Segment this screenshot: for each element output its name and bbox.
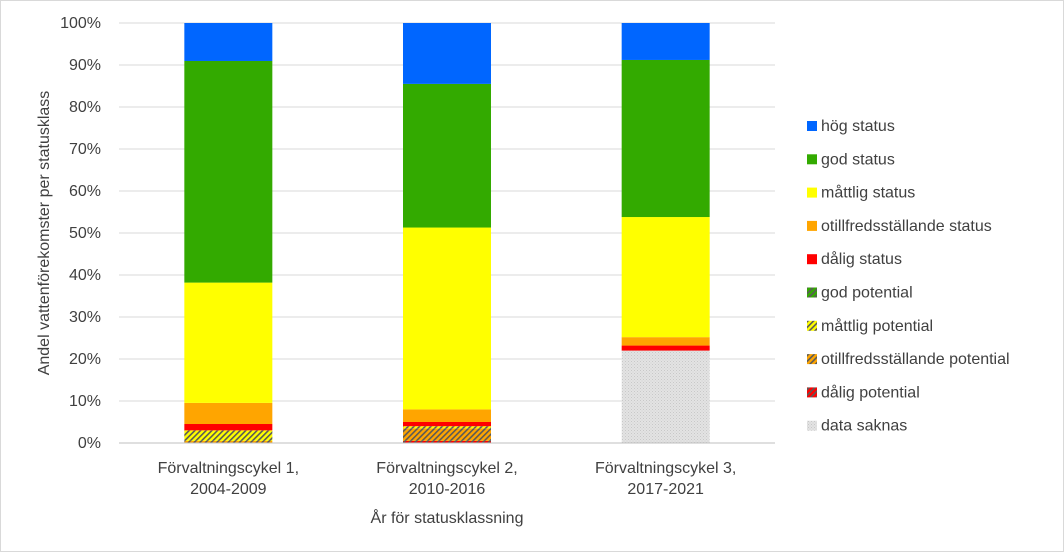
legend-swatch [807, 254, 817, 265]
legend-swatch [807, 287, 817, 298]
bar-segment-dålig-status [621, 345, 710, 351]
legend-swatch [807, 387, 817, 398]
bar-segment-dålig-potential [403, 440, 491, 443]
x-category-label: 2004-2009 [190, 481, 267, 498]
legend-swatch [807, 121, 817, 131]
x-category-label: Förvaltningscykel 3, [595, 460, 736, 477]
x-category-label: 2010-2016 [409, 481, 486, 498]
legend-swatch [807, 320, 817, 331]
y-tick-label: 60% [69, 183, 101, 200]
y-tick-label: 70% [69, 141, 101, 158]
bar-segment-data-saknas [621, 350, 710, 443]
legend-label: data saknas [821, 418, 907, 435]
y-axis-title: Andel vattenförekomster per statusklass [36, 91, 53, 376]
bar-segment-måttlig-potential [403, 426, 491, 429]
bar-segment-måttlig-status [621, 217, 710, 338]
bar-segment-måttlig-potential [184, 430, 273, 441]
x-category-label: Förvaltningscykel 2, [376, 460, 517, 477]
bar-segment-hög-status [403, 23, 491, 84]
bar-segment-dålig-status [184, 424, 273, 431]
y-tick-label: 80% [69, 99, 101, 116]
legend-swatch [807, 354, 817, 365]
bar-segment-måttlig-status [184, 282, 273, 403]
y-tick-label: 100% [60, 15, 101, 32]
bar-segment-god-status [403, 83, 491, 228]
legend-swatch [807, 420, 817, 431]
legend-label: måttlig potential [821, 317, 933, 335]
x-category-label: 2017-2021 [627, 481, 704, 498]
legend-label: otillfredsställande potential [821, 351, 1010, 368]
bar-segment-otillfredsställande-potential [184, 440, 273, 443]
bar-segment-hög-status [621, 23, 710, 60]
bar-segment-dålig-status [403, 422, 491, 427]
bar-segment-otillfredsställande-status [621, 337, 710, 346]
y-axis-ticks: 0% 10% 20% 30% 40% 50% 60% 70% 80% 90% 100% [60, 15, 101, 452]
x-axis-title: År för statusklassning [371, 508, 524, 527]
bar-segment-måttlig-status [403, 227, 491, 410]
legend-label: god potential [821, 285, 913, 302]
bars [184, 23, 710, 443]
legend: hög status god status måttlig status otillf… [807, 118, 1010, 435]
legend-swatch [807, 154, 817, 165]
y-tick-label: 10% [69, 393, 101, 410]
y-tick-label: 50% [69, 225, 101, 242]
bar-segment-hög-status [184, 23, 273, 61]
legend-swatch [807, 187, 817, 198]
bar-segment-god-status [621, 59, 710, 218]
y-tick-label: 20% [69, 351, 101, 368]
legend-swatch [807, 220, 817, 231]
bar-segment-otillfredsställande-status [184, 402, 273, 425]
y-tick-label: 0% [78, 435, 101, 452]
bar-segment-god-status [184, 60, 273, 283]
legend-label: god status [821, 151, 895, 168]
legend-label: dålig potential [821, 383, 920, 401]
legend-label: dålig status [821, 250, 902, 268]
x-category-label: Förvaltningscykel 1, [158, 460, 299, 477]
bar-segment-otillfredsställande-potential [403, 428, 491, 441]
x-axis-categories: Förvaltningscykel 1, 2004-2009 Förvaltning… [158, 460, 737, 498]
y-tick-label: 30% [69, 309, 101, 326]
legend-label: måttlig status [821, 184, 915, 202]
y-tick-label: 90% [69, 57, 101, 74]
legend-label: otillfredsställande status [821, 218, 992, 235]
bar-segment-otillfredsställande-status [403, 409, 491, 422]
legend-label: hög status [821, 118, 895, 135]
y-tick-label: 40% [69, 267, 101, 284]
